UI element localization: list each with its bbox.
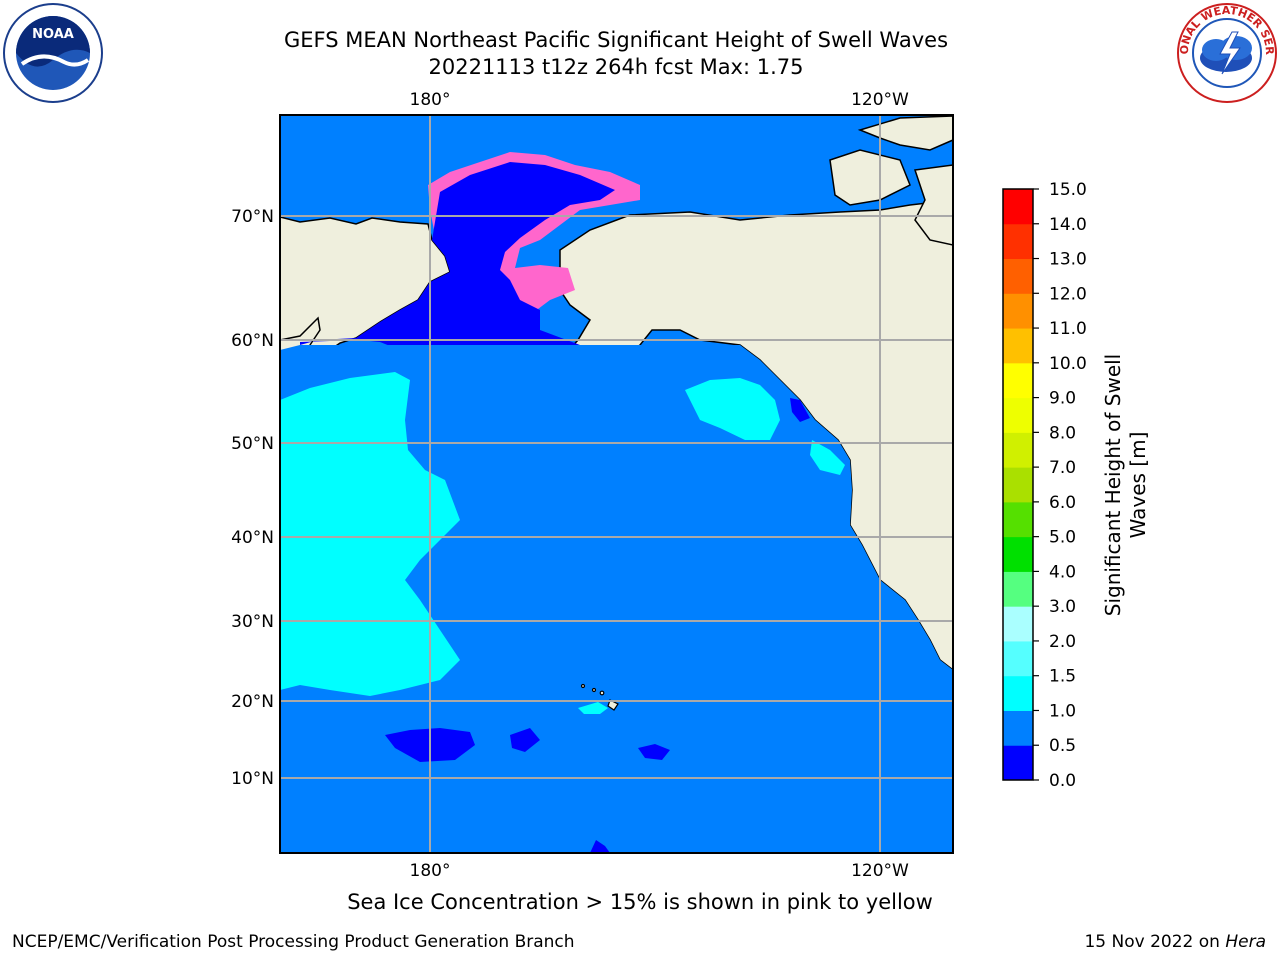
swell-1-15-gulf xyxy=(685,378,780,440)
footer-host: Hera xyxy=(1225,932,1266,952)
swell-1-15-hawaii xyxy=(578,702,608,714)
colorbar-segment xyxy=(1003,467,1033,503)
colorbar-tick-label: 7.0 xyxy=(1049,458,1076,478)
swell-0-05-south-2 xyxy=(510,728,540,752)
arctic-islands-land xyxy=(829,115,953,246)
colorbar-tick-label: 11.0 xyxy=(1049,319,1087,339)
lat-label-60n: 60°N xyxy=(231,331,274,351)
colorbar-segment xyxy=(1003,189,1033,225)
colorbar-tick-label: 1.0 xyxy=(1049,701,1076,721)
lon-label-top-120w: 120°W xyxy=(851,90,909,110)
colorbar-tick-label: 5.0 xyxy=(1049,528,1076,548)
colorbar-segment xyxy=(1003,536,1033,572)
colorbar: 15.0 14.0 13.0 12.0 11.0 10.0 9.0 8.0 7.0 6.0 5.0 4… xyxy=(1002,180,1087,791)
colorbar-segment xyxy=(1003,258,1033,294)
swell-0-05-south-3 xyxy=(638,744,670,760)
colorbar-tick-label: 3.0 xyxy=(1049,597,1076,617)
colorbar-tick-label: 0.5 xyxy=(1049,736,1076,756)
colorbar-segment xyxy=(1003,293,1033,329)
colorbar-tick-label: 9.0 xyxy=(1049,389,1076,409)
swell-1-15-coast xyxy=(810,440,845,475)
lat-label-40n: 40°N xyxy=(231,528,274,548)
colorbar-segment xyxy=(1003,328,1033,364)
colorbar-tick-label: 15.0 xyxy=(1049,180,1087,200)
colorbar-segment xyxy=(1003,745,1033,781)
hawaii-islands xyxy=(580,683,619,711)
swell-0-05-bc xyxy=(790,398,810,422)
colorbar-tick-label: 4.0 xyxy=(1049,562,1076,582)
gridlines xyxy=(280,115,953,853)
footer-credit: NCEP/EMC/Verification Post Processing Pr… xyxy=(12,932,575,952)
lon-label-bottom-120w: 120°W xyxy=(851,861,909,881)
colorbar-frame xyxy=(1002,188,1034,781)
map-frame xyxy=(279,114,954,854)
chart-subtitle: 20221113 t12z 264h fcst Max: 1.75 xyxy=(428,55,804,79)
nws-logo: NATIONAL WEATHER SERVICE xyxy=(1176,2,1277,103)
colorbar-segment xyxy=(1003,571,1033,607)
footer-date: 15 Nov 2022 on Hera xyxy=(1084,932,1266,952)
lat-label-10n: 10°N xyxy=(231,769,274,789)
swell-1-15-west xyxy=(280,372,460,696)
colorbar-tick-label: 1.5 xyxy=(1049,667,1076,687)
colorbar-tick-label: 13.0 xyxy=(1049,250,1087,270)
colorbar-segment xyxy=(1003,606,1033,642)
swell-0-05-south-4 xyxy=(590,840,610,853)
map-area xyxy=(280,115,953,853)
lat-label-30n: 30°N xyxy=(231,612,274,632)
colorbar-tick-label: 14.0 xyxy=(1049,215,1087,235)
colorbar-segment xyxy=(1003,675,1033,711)
lon-label-bottom-180: 180° xyxy=(410,861,451,881)
lat-label-20n: 20°N xyxy=(231,692,274,712)
colorbar-tick-label: 8.0 xyxy=(1049,423,1076,443)
colorbar-segment xyxy=(1003,397,1033,433)
colorbar-tick-label: 2.0 xyxy=(1049,632,1076,652)
lat-label-70n: 70°N xyxy=(231,207,274,227)
colorbar-segment xyxy=(1003,501,1033,538)
colorbar-segment xyxy=(1003,432,1033,468)
svg-text:NOAA: NOAA xyxy=(32,27,74,42)
lat-label-50n: 50°N xyxy=(231,434,274,454)
noaa-logo: NOAA xyxy=(3,3,103,103)
colorbar-label: Significant Height of Swell Waves [m] xyxy=(1101,353,1150,617)
colorbar-tick-label: 12.0 xyxy=(1049,284,1087,304)
colorbar-segment xyxy=(1003,710,1033,746)
colorbar-segment xyxy=(1003,640,1033,677)
colorbar-tick-label: 6.0 xyxy=(1049,493,1076,513)
colorbar-segment xyxy=(1003,223,1033,260)
sea-ice-caption: Sea Ice Concentration > 15% is shown in … xyxy=(347,890,933,914)
colorbar-tick-label: 10.0 xyxy=(1049,354,1087,374)
gulf-alaska-ocean xyxy=(280,345,953,853)
colorbar-segment xyxy=(1003,362,1033,399)
lon-label-top-180: 180° xyxy=(410,90,451,110)
colorbar-tick-label: 0.0 xyxy=(1049,771,1076,791)
chart-title: GEFS MEAN Northeast Pacific Significant … xyxy=(283,28,949,52)
